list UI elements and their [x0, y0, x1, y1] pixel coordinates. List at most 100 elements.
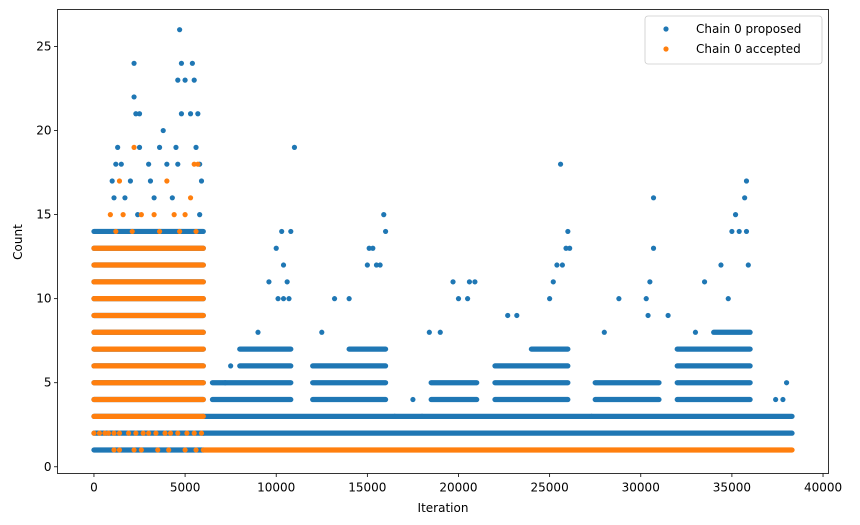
data-point-0-26: [557, 161, 564, 167]
data-point-1-24: [133, 430, 139, 436]
data-point-0-14: [156, 144, 163, 150]
data-point-0-55: [280, 262, 287, 268]
data-point-0-54: [650, 245, 657, 251]
data-point-1-41: [193, 447, 199, 453]
data-point-0-39: [197, 212, 203, 218]
point-band-0-4-y5: [310, 380, 389, 386]
data-point-1-27: [153, 430, 159, 436]
point-band-0-6-y4: [492, 396, 571, 403]
data-point-0-89: [426, 329, 432, 335]
data-point-0-77: [465, 296, 471, 302]
point-band-0-6-y6: [492, 363, 571, 369]
data-point-1-16: [193, 228, 199, 235]
data-point-0-51: [370, 245, 376, 251]
data-point-0-70: [550, 279, 556, 285]
y-axis-label: Count: [11, 224, 25, 260]
data-point-0-83: [514, 312, 520, 319]
data-point-1-6: [107, 212, 113, 218]
data-point-0-80: [643, 296, 649, 302]
data-point-0-79: [616, 296, 622, 302]
data-point-1-14: [156, 228, 163, 235]
data-point-1-39: [166, 447, 172, 453]
data-point-0-91: [255, 329, 261, 335]
y-tick-label: 0: [44, 460, 52, 474]
data-point-0-52: [563, 245, 569, 251]
point-band-0-4-y6: [310, 363, 389, 369]
data-point-0-44: [382, 228, 389, 235]
point-band-1-0-y10: [91, 296, 206, 302]
data-point-0-42: [279, 228, 285, 235]
data-point-1-5: [187, 195, 194, 201]
data-point-0-72: [280, 296, 287, 302]
data-point-1-21: [111, 430, 117, 436]
point-band-1-0-y3: [91, 413, 206, 419]
data-point-1-40: [182, 447, 188, 453]
x-axis-ticks: 0 5000 10000 15000 20000 25000 30000 35000 40000: [90, 473, 842, 495]
data-point-0-92: [228, 363, 234, 369]
data-point-0-35: [169, 195, 175, 201]
data-point-0-21: [118, 161, 124, 167]
data-point-0-28: [198, 178, 205, 184]
data-point-0-4: [131, 94, 137, 100]
data-point-1-37: [138, 447, 144, 453]
x-tick-label: 30000: [622, 481, 660, 495]
data-point-0-69: [266, 279, 272, 285]
data-point-1-25: [140, 430, 146, 436]
data-point-1-3: [116, 178, 123, 184]
data-point-0-31: [127, 178, 134, 184]
data-point-0-43: [288, 228, 294, 235]
data-point-0-47: [736, 228, 742, 235]
y-tick-label: 15: [36, 208, 51, 222]
data-point-0-20: [113, 161, 119, 167]
data-point-0-73: [286, 296, 292, 302]
x-tick-label: 25000: [531, 481, 569, 495]
point-band-0-1-y2: [200, 430, 795, 436]
data-point-0-67: [647, 279, 653, 285]
point-band-0-8-y6: [674, 363, 753, 369]
point-band-0-9-y6: [237, 363, 294, 369]
data-point-0-50: [366, 245, 372, 251]
legend-label-accepted: Chain 0 accepted: [696, 42, 801, 56]
data-point-1-15: [177, 228, 183, 235]
data-point-0-24: [175, 161, 181, 167]
x-tick-label: 15000: [348, 481, 386, 495]
data-point-0-0: [177, 27, 183, 33]
data-point-1-1: [191, 161, 197, 167]
data-point-0-59: [554, 262, 560, 268]
data-point-1-19: [102, 430, 108, 436]
data-point-0-9: [136, 111, 143, 117]
data-point-1-17: [91, 430, 97, 436]
data-point-1-30: [175, 430, 181, 436]
point-band-0-3-y4: [209, 396, 294, 403]
point-band-0-5-y5: [428, 380, 480, 386]
data-point-0-90: [319, 329, 325, 335]
point-band-0-0-y14: [91, 228, 206, 235]
data-point-0-23: [164, 161, 170, 167]
data-point-0-95: [783, 380, 790, 386]
data-point-0-68: [701, 279, 708, 285]
data-point-0-18: [193, 144, 199, 150]
data-point-0-64: [450, 279, 456, 285]
data-point-0-41: [732, 212, 739, 218]
data-point-0-49: [273, 245, 279, 251]
data-point-0-71: [275, 296, 281, 302]
data-point-1-20: [105, 430, 112, 436]
data-point-0-100: [392, 413, 398, 419]
point-band-0-6-y5: [492, 380, 571, 386]
data-point-0-16: [136, 144, 143, 150]
point-band-1-0-y4: [91, 396, 206, 403]
data-point-0-15: [115, 144, 121, 150]
data-point-0-94: [410, 396, 416, 403]
point-band-0-8-y7: [674, 346, 753, 352]
data-point-0-13: [160, 127, 166, 134]
point-band-1-0-y6: [91, 363, 206, 369]
x-tick-label: 40000: [804, 481, 842, 495]
data-point-0-61: [745, 262, 751, 268]
point-band-0-12-y8: [711, 329, 753, 335]
y-tick-label: 5: [44, 376, 52, 390]
point-band-0-0-y1: [91, 447, 206, 453]
data-point-1-26: [146, 430, 152, 436]
data-point-0-3: [189, 60, 195, 66]
data-point-0-32: [111, 195, 117, 201]
data-point-0-75: [346, 296, 352, 302]
